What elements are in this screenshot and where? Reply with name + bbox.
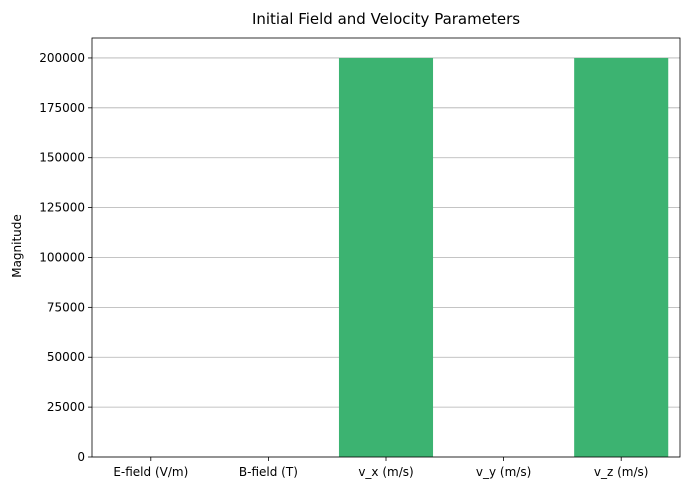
y-tick-label: 125000 (39, 201, 85, 215)
x-tick-label: v_z (m/s) (594, 465, 649, 479)
y-tick-label: 100000 (39, 250, 85, 264)
y-tick-label: 175000 (39, 101, 85, 115)
y-tick-label: 150000 (39, 151, 85, 165)
y-tick-label: 0 (77, 450, 85, 464)
x-tick-label: v_y (m/s) (476, 465, 531, 479)
y-tick-label: 200000 (39, 51, 85, 65)
y-axis-ticks: 0 25000 50000 75000 100000 125000 150000 175000… (39, 51, 92, 464)
bar (338, 57, 434, 457)
x-tick-label: B-field (T) (239, 465, 298, 479)
y-tick-label: 25000 (47, 400, 85, 414)
y-tick-label: 75000 (47, 300, 85, 314)
x-tick-label: v_x (m/s) (358, 465, 413, 479)
y-tick-label: 50000 (47, 350, 85, 364)
bars (338, 57, 669, 457)
x-axis-ticks: E-field (V/m) B-field (T) v_x (m/s) v_y (m/… (113, 457, 648, 479)
chart-title: Initial Field and Velocity Parameters (252, 10, 520, 28)
y-axis-label: Magnitude (10, 214, 24, 278)
bar (574, 57, 669, 457)
x-tick-label: E-field (V/m) (113, 465, 188, 479)
